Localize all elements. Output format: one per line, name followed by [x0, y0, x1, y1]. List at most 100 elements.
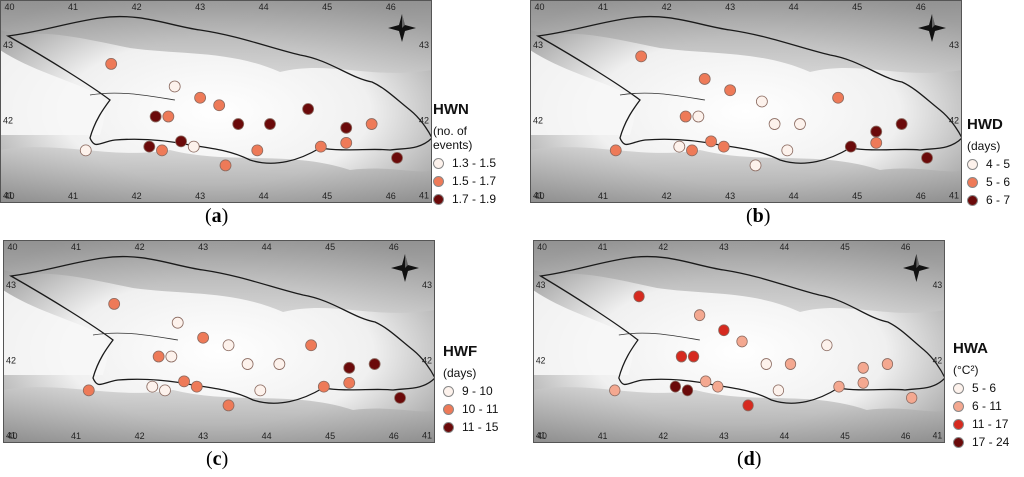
country-border	[535, 15, 962, 164]
x-tick-label-top: 45	[852, 2, 862, 12]
legend-swatch	[967, 176, 978, 188]
legend-label: 1.7 - 1.9	[452, 192, 497, 206]
station-point	[251, 144, 264, 157]
legend-label: 5 - 6	[986, 175, 1011, 189]
x-tick-label-bottom: 44	[780, 431, 790, 441]
x-tick-label-top: 43	[195, 2, 205, 12]
x-tick-label-top: 41	[71, 242, 81, 252]
y-tick-label-right: 43	[422, 280, 432, 290]
legend-b: HWD (days) 4 - 5 5 - 6 6 - 7	[967, 116, 1010, 207]
station-point	[921, 151, 933, 164]
station-point	[870, 125, 883, 138]
greater-caucasus-relief	[3, 240, 435, 313]
x-tick-label-bottom: 43	[198, 431, 208, 441]
station-point	[857, 361, 869, 374]
x-tick-label-bottom: 45	[322, 191, 332, 201]
x-tick-label-bottom: 40	[537, 431, 547, 441]
station-point	[82, 384, 95, 397]
station-point	[143, 140, 156, 153]
station-point	[219, 159, 232, 172]
station-point	[264, 118, 276, 130]
legend-label: 17 - 24	[972, 435, 1010, 449]
station-point	[162, 110, 175, 123]
caption-a: (a)	[205, 205, 229, 227]
legend-rows: 4 - 5 5 - 6 6 - 7	[967, 157, 1010, 207]
country-border	[5, 15, 432, 164]
x-tick-label-top: 46	[386, 2, 396, 12]
station-point	[609, 384, 621, 397]
x-tick-label-bottom: 42	[132, 191, 142, 201]
station-point	[213, 99, 226, 112]
region-boundary	[89, 92, 176, 101]
y-tick-label-right: 42	[949, 115, 959, 125]
y-tick-label-right: 41	[419, 190, 429, 200]
x-tick-label-bottom: 45	[325, 431, 335, 441]
station-point	[692, 110, 705, 123]
legend-unit: (days)	[967, 139, 1001, 153]
station-point	[844, 140, 857, 153]
black-sea	[0, 50, 105, 135]
north-arrow-icon	[918, 14, 946, 42]
x-tick-label-bottom: 41	[68, 191, 78, 201]
station-point	[755, 95, 768, 108]
station-point	[609, 144, 622, 157]
region-boundary	[619, 92, 706, 101]
station-point	[906, 391, 918, 404]
station-point	[168, 80, 181, 93]
x-tick-label-top: 44	[259, 2, 269, 12]
legend-entry: 6 - 11	[953, 399, 1009, 413]
caption-b: (b)	[746, 205, 771, 227]
y-tick-label-left: 43	[3, 40, 13, 50]
legend-entry: 11 - 17	[953, 417, 1009, 431]
lesser-caucasus-relief	[533, 387, 945, 443]
x-tick-label-top: 46	[916, 2, 926, 12]
station-point	[633, 290, 645, 303]
x-tick-label-top: 45	[325, 242, 335, 252]
station-point	[760, 358, 772, 370]
station-point	[669, 380, 682, 393]
legend-label: 6 - 11	[972, 399, 1002, 413]
map-frame	[530, 0, 962, 203]
legend-unit: (°C²)	[953, 363, 979, 377]
greater-caucasus-relief	[533, 240, 945, 313]
station-point	[768, 118, 781, 130]
map-frame	[0, 0, 432, 203]
station-point	[254, 384, 267, 397]
x-tick-label-top: 43	[198, 242, 208, 252]
station-point	[365, 118, 378, 130]
x-tick-label-bottom: 46	[389, 431, 399, 441]
station-point	[190, 380, 203, 393]
station-point	[187, 140, 200, 153]
station-point	[146, 380, 159, 393]
x-tick-label-top: 42	[135, 242, 145, 252]
station-point	[108, 298, 121, 310]
north-arrow-icon	[388, 14, 416, 42]
x-tick-label-top: 44	[262, 242, 272, 252]
legend-swatch	[443, 421, 454, 433]
x-tick-label-top: 41	[68, 2, 78, 12]
legend-unit: (no. of events)	[433, 124, 473, 152]
legend-entry: 1.7 - 1.9	[433, 192, 500, 206]
station-point	[175, 135, 187, 148]
caption-d: (d)	[737, 448, 762, 470]
greater-caucasus-relief	[530, 0, 962, 73]
x-tick-label-top: 41	[598, 242, 608, 252]
station-point	[693, 309, 706, 322]
y-tick-label-left: 41	[533, 190, 543, 200]
legend-a: HWN (no. of events) 1.3 - 1.5 1.5 - 1.7 1.…	[433, 101, 500, 206]
y-tick-label-right: 42	[419, 115, 429, 125]
station-point	[673, 140, 686, 153]
x-tick-label-bottom: 41	[598, 431, 608, 441]
y-tick-label-right: 42	[422, 355, 432, 365]
station-point	[305, 339, 318, 352]
x-tick-label-bottom: 40	[535, 191, 545, 201]
black-sea	[530, 50, 635, 135]
black-sea	[533, 290, 634, 375]
station-point	[178, 375, 190, 388]
station-point	[394, 391, 406, 404]
x-tick-label-top: 40	[537, 242, 547, 252]
lesser-caucasus-relief	[0, 147, 432, 203]
station-point	[675, 350, 688, 363]
legend-label: 10 - 11	[462, 402, 499, 416]
